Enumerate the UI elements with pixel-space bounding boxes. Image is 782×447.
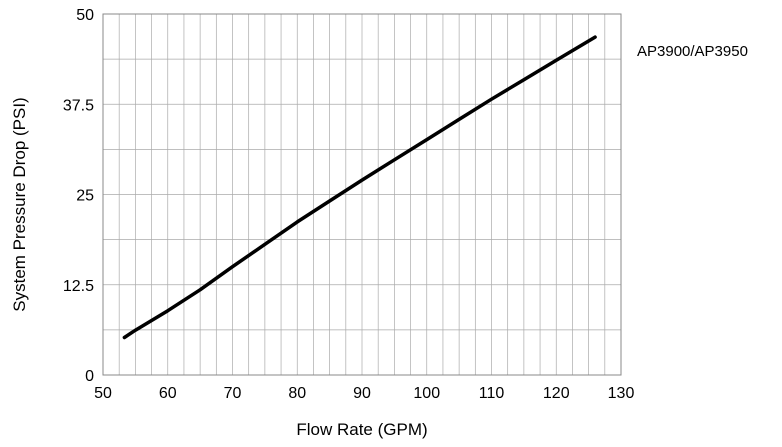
x-tick-label: 120 [543,385,570,402]
grid-lines [103,14,621,375]
y-tick-label: 12.5 [63,278,94,295]
series-line [122,35,597,340]
y-tick-label: 0 [85,368,94,385]
plot-frame [102,13,622,376]
x-tick-label: 100 [413,385,440,402]
y-tick-label: 37.5 [63,97,94,114]
x-tick-label: 130 [608,385,635,402]
series-label: AP3900/AP3950 [637,43,748,60]
y-tick-label: 50 [76,7,94,24]
x-tick-label: 60 [159,385,177,402]
x-tick-label: 50 [94,385,112,402]
x-tick-label: 90 [353,385,371,402]
x-axis-title: Flow Rate (GPM) [296,420,427,439]
y-axis-title: System Pressure Drop (PSI) [10,97,29,311]
y-tick-label: 25 [76,188,94,205]
series-lines [122,35,597,340]
x-tick-label: 80 [288,385,306,402]
tick-labels: 50 60 70 80 90 100 110 120 130 0 12.5 25 37.5 50 [63,7,635,402]
x-tick-label: 110 [479,385,505,402]
x-tick-label: 70 [224,385,242,402]
